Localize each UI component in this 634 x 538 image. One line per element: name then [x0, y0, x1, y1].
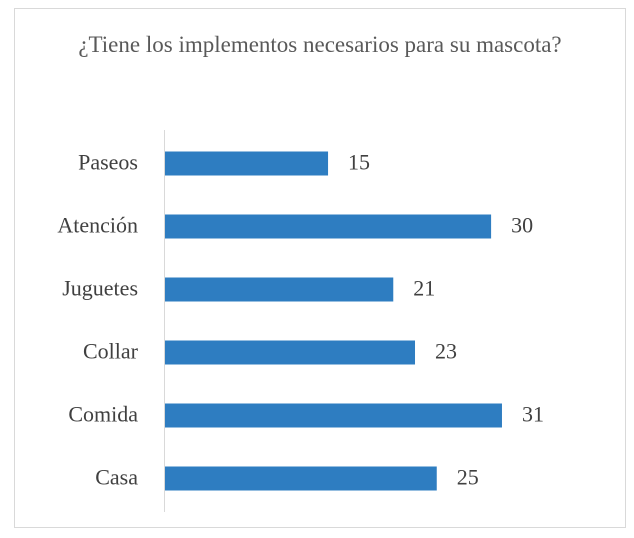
bar: [165, 151, 329, 176]
bar: [165, 214, 492, 239]
chart-title: ¿Tiene los implementos necesarios para s…: [78, 32, 562, 57]
value-label: 21: [413, 276, 435, 301]
bar: [165, 466, 437, 491]
category-label: Paseos: [78, 150, 138, 175]
bar: [165, 340, 416, 365]
value-label: 15: [348, 150, 370, 175]
category-label: Juguetes: [62, 276, 138, 301]
bar: [165, 403, 502, 428]
value-label: 25: [457, 465, 479, 490]
chart-frame: [14, 8, 626, 528]
value-label: 31: [522, 402, 544, 427]
category-label: Collar: [83, 339, 139, 364]
category-label: Comida: [68, 402, 138, 427]
value-label: 23: [435, 339, 457, 364]
bar: [165, 277, 394, 302]
category-label: Casa: [95, 465, 138, 490]
value-label: 30: [511, 213, 533, 238]
category-label: Atención: [57, 213, 138, 238]
